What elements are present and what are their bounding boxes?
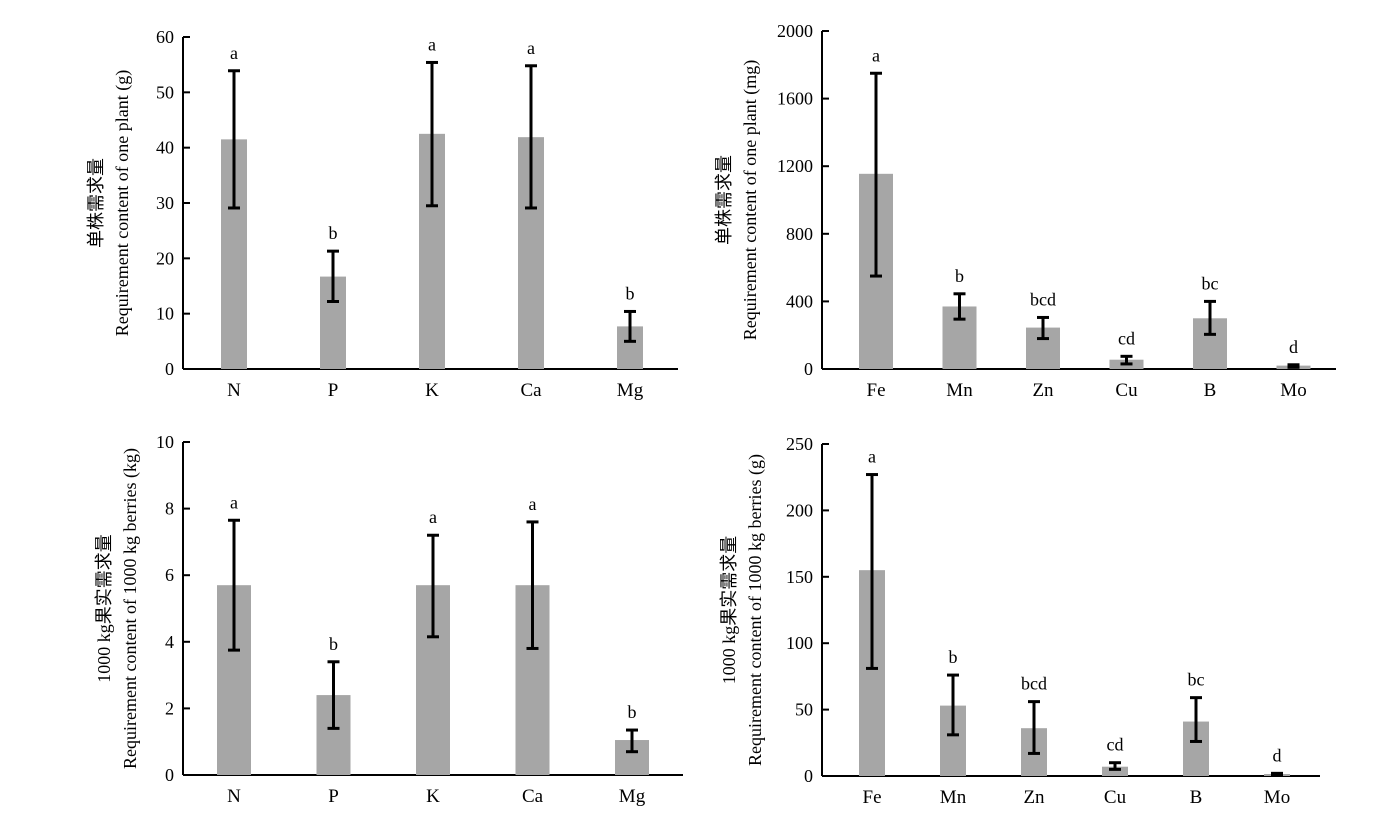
x-category-label: Mn [946, 380, 973, 401]
significance-letter: cd [1118, 328, 1135, 348]
significance-letter: bcd [1030, 289, 1056, 309]
y-tick-label: 800 [786, 224, 813, 244]
significance-letter: a [868, 447, 876, 467]
x-category-label: N [227, 786, 241, 807]
significance-letter: a [872, 45, 880, 65]
significance-letter: cd [1107, 735, 1124, 755]
y-tick-label: 4 [165, 632, 174, 652]
x-category-label: Cu [1115, 380, 1138, 401]
significance-letter: bc [1202, 273, 1219, 293]
y-tick-label: 0 [804, 359, 813, 379]
y-axis-label-chinese: 1000 kg果实需求量 [94, 534, 114, 683]
x-category-label: Zn [1032, 380, 1054, 401]
y-axis-label-chinese: 单株需求量 [714, 155, 734, 245]
y-axis-label-chinese: 单株需求量 [86, 158, 106, 248]
y-axis-label-english: Requirement content of one plant (mg) [740, 60, 761, 340]
significance-letter: a [429, 507, 437, 527]
panel-berries-micro: 0 50 100 150 200 250 1000 kg果实需求量 Requirement c… [719, 434, 1320, 808]
y-tick-label: 6 [165, 565, 174, 585]
significance-letter: b [628, 702, 637, 722]
significance-letter: b [949, 647, 958, 667]
y-tick-label: 1600 [777, 89, 813, 109]
panel-plant-macro: 0 10 20 30 40 50 60 单株需求量 Requirement content of… [86, 27, 678, 401]
x-category-label: Ca [520, 380, 542, 401]
significance-letter: b [329, 223, 338, 243]
y-tick-label: 400 [786, 291, 813, 311]
y-tick-label: 20 [156, 248, 174, 268]
significance-letter: a [230, 43, 238, 63]
significance-letter: a [529, 494, 537, 514]
x-category-label: Zn [1023, 787, 1045, 808]
x-category-label: Mg [619, 786, 646, 807]
y-tick-label: 2 [165, 698, 174, 718]
x-category-label: Cu [1104, 787, 1127, 808]
significance-letter: b [626, 283, 635, 303]
y-tick-label: 8 [165, 499, 174, 519]
significance-letter: a [527, 38, 535, 58]
significance-letter: d [1289, 337, 1298, 357]
y-tick-label: 1200 [777, 156, 813, 176]
x-category-label: Ca [522, 786, 544, 807]
y-tick-label: 50 [795, 700, 813, 720]
x-category-label: K [426, 786, 440, 807]
x-category-label: K [425, 380, 439, 401]
x-category-label: Mg [617, 380, 644, 401]
y-tick-label: 50 [156, 82, 174, 102]
x-category-label: Mo [1280, 380, 1306, 401]
significance-letter: a [230, 492, 238, 512]
x-category-label: P [328, 786, 339, 807]
significance-letter: d [1273, 745, 1282, 765]
y-axis-label-english: Requirement content of 1000 kg berries (… [745, 454, 766, 766]
significance-letter: b [329, 634, 338, 654]
significance-letter: bcd [1021, 674, 1047, 694]
y-tick-label: 60 [156, 27, 174, 47]
y-tick-label: 0 [165, 359, 174, 379]
significance-letter: bc [1188, 670, 1205, 690]
x-category-label: Fe [867, 380, 886, 401]
y-tick-label: 2000 [777, 21, 813, 41]
x-category-label: N [227, 380, 241, 401]
y-tick-label: 0 [165, 765, 174, 785]
x-category-label: Mo [1264, 787, 1290, 808]
y-tick-label: 0 [804, 766, 813, 786]
y-tick-label: 100 [786, 633, 813, 653]
y-tick-label: 200 [786, 500, 813, 520]
significance-letter: a [428, 34, 436, 54]
panel-berries-macro: 0 2 4 6 8 10 1000 kg果实需求量 Requirement content o… [94, 432, 683, 807]
significance-letter: b [955, 266, 964, 286]
y-axis-label-english: Requirement content of 1000 kg berries (… [120, 448, 141, 769]
x-category-label: Mn [940, 787, 967, 808]
x-category-label: B [1190, 787, 1203, 808]
y-axis-label-chinese: 1000 kg果实需求量 [719, 536, 739, 685]
x-category-label: B [1204, 380, 1217, 401]
bar-cu [1102, 766, 1128, 776]
x-category-label: P [328, 380, 339, 401]
x-category-label: Fe [863, 787, 882, 808]
y-tick-label: 10 [156, 304, 174, 324]
y-tick-label: 10 [156, 432, 174, 452]
y-tick-label: 150 [786, 567, 813, 587]
y-tick-label: 40 [156, 138, 174, 158]
y-axis-label-english: Requirement content of one plant (g) [112, 70, 133, 336]
panel-plant-micro: 0 400 800 1200 1600 2000 单株需求量 Requirement cont… [714, 21, 1336, 401]
y-tick-label: 250 [786, 434, 813, 454]
y-tick-label: 30 [156, 193, 174, 213]
